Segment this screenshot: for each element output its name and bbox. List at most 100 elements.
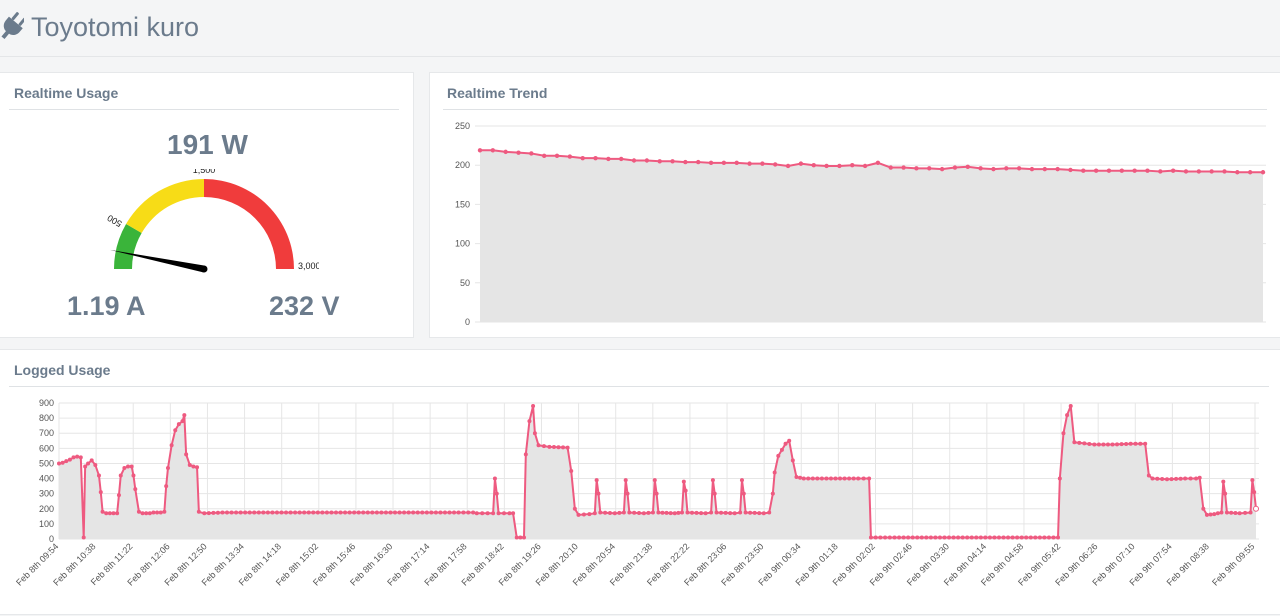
logged-point (206, 511, 211, 516)
logged-point (1105, 442, 1110, 447)
logged-point (992, 535, 997, 540)
trend-point (927, 166, 932, 171)
trend-point (965, 164, 970, 169)
logged-point (1028, 535, 1033, 540)
trend-point (747, 161, 752, 166)
logged-point (676, 510, 681, 515)
logged-point (302, 510, 307, 515)
trend-point (567, 154, 573, 159)
divider (9, 109, 399, 110)
logged-point (572, 506, 577, 511)
logged-point (1223, 491, 1228, 496)
logged-point (151, 510, 156, 515)
logged-point (129, 464, 134, 469)
logged-point (329, 510, 334, 515)
y-tick-label: 100 (39, 519, 54, 529)
logged-point (456, 510, 461, 515)
logged-point (594, 478, 599, 483)
logged-point (833, 476, 838, 481)
logged-point (937, 535, 942, 540)
logged-point (234, 510, 239, 515)
logged-point (191, 464, 196, 469)
y-tick-label: 400 (39, 474, 54, 484)
trend-point (798, 161, 804, 166)
logged-point (1010, 535, 1015, 540)
y-tick-label: 0 (49, 534, 54, 544)
logged-point (374, 510, 379, 515)
gauge-band-0 (114, 224, 142, 269)
logged-point (1204, 512, 1209, 517)
logged-point (1215, 511, 1220, 516)
trend-point (657, 159, 662, 164)
logged-point (969, 535, 974, 540)
logged-point (987, 535, 992, 540)
logged-point (867, 476, 872, 481)
logged-point (541, 444, 546, 449)
logged-point (100, 509, 105, 514)
logged-point (654, 491, 659, 496)
logged-point (78, 455, 83, 460)
logged-point (536, 443, 541, 448)
logged-point (169, 443, 174, 448)
trend-point (1260, 170, 1266, 175)
trend-point (696, 159, 701, 165)
logged-point (598, 510, 603, 515)
logged-point (996, 535, 1001, 540)
logged-point (933, 535, 938, 540)
realtime-trend-title: Realtime Trend (447, 85, 548, 101)
logged-point (107, 511, 112, 516)
logged-point (256, 510, 261, 515)
logged-point (623, 478, 628, 483)
logged-point (1051, 535, 1056, 540)
trend-point (1209, 169, 1214, 174)
logged-point (1183, 476, 1188, 481)
trend-point (1004, 166, 1009, 171)
logged-point (1169, 477, 1174, 482)
logged-point (288, 510, 293, 515)
trend-point (824, 163, 829, 169)
logged-point (118, 473, 123, 478)
logged-point (1243, 510, 1248, 515)
power-value: 191 W (167, 129, 248, 160)
plug-icon (1, 12, 24, 40)
logged-point (1077, 440, 1082, 445)
logged-point (96, 473, 101, 478)
logged-point (158, 510, 163, 515)
trend-point (618, 156, 624, 162)
logged-point (406, 510, 411, 515)
trend-point (760, 161, 765, 166)
y-tick-label: 200 (455, 160, 470, 170)
logged-point (561, 445, 566, 450)
logged-point (89, 458, 94, 463)
logged-point (787, 438, 792, 443)
logged-point (1128, 441, 1133, 446)
logged-point (1194, 476, 1199, 481)
logged-point (356, 510, 361, 515)
logged-point (690, 510, 695, 515)
logged-point-last (1253, 505, 1259, 512)
logged-point (496, 511, 501, 516)
logged-point (942, 535, 947, 540)
logged-point (712, 491, 717, 496)
logged-point (1042, 535, 1047, 540)
logged-point (1015, 535, 1020, 540)
logged-point (397, 510, 402, 515)
trend-point (631, 158, 637, 163)
logged-point (709, 510, 714, 515)
logged-point (767, 510, 772, 515)
logged-point (1101, 442, 1106, 447)
logged-point (887, 535, 892, 540)
logged-point (978, 535, 983, 540)
logged-point (452, 510, 457, 515)
logged-point (1138, 441, 1143, 446)
logged-point (1208, 512, 1213, 517)
logged-point (511, 511, 516, 516)
logged-point (162, 509, 167, 514)
logged-point (710, 478, 715, 483)
logged-point (1160, 477, 1165, 482)
logged-point (93, 462, 98, 467)
logged-point (67, 457, 72, 462)
logged-point (315, 510, 320, 515)
logged-point (131, 473, 136, 478)
